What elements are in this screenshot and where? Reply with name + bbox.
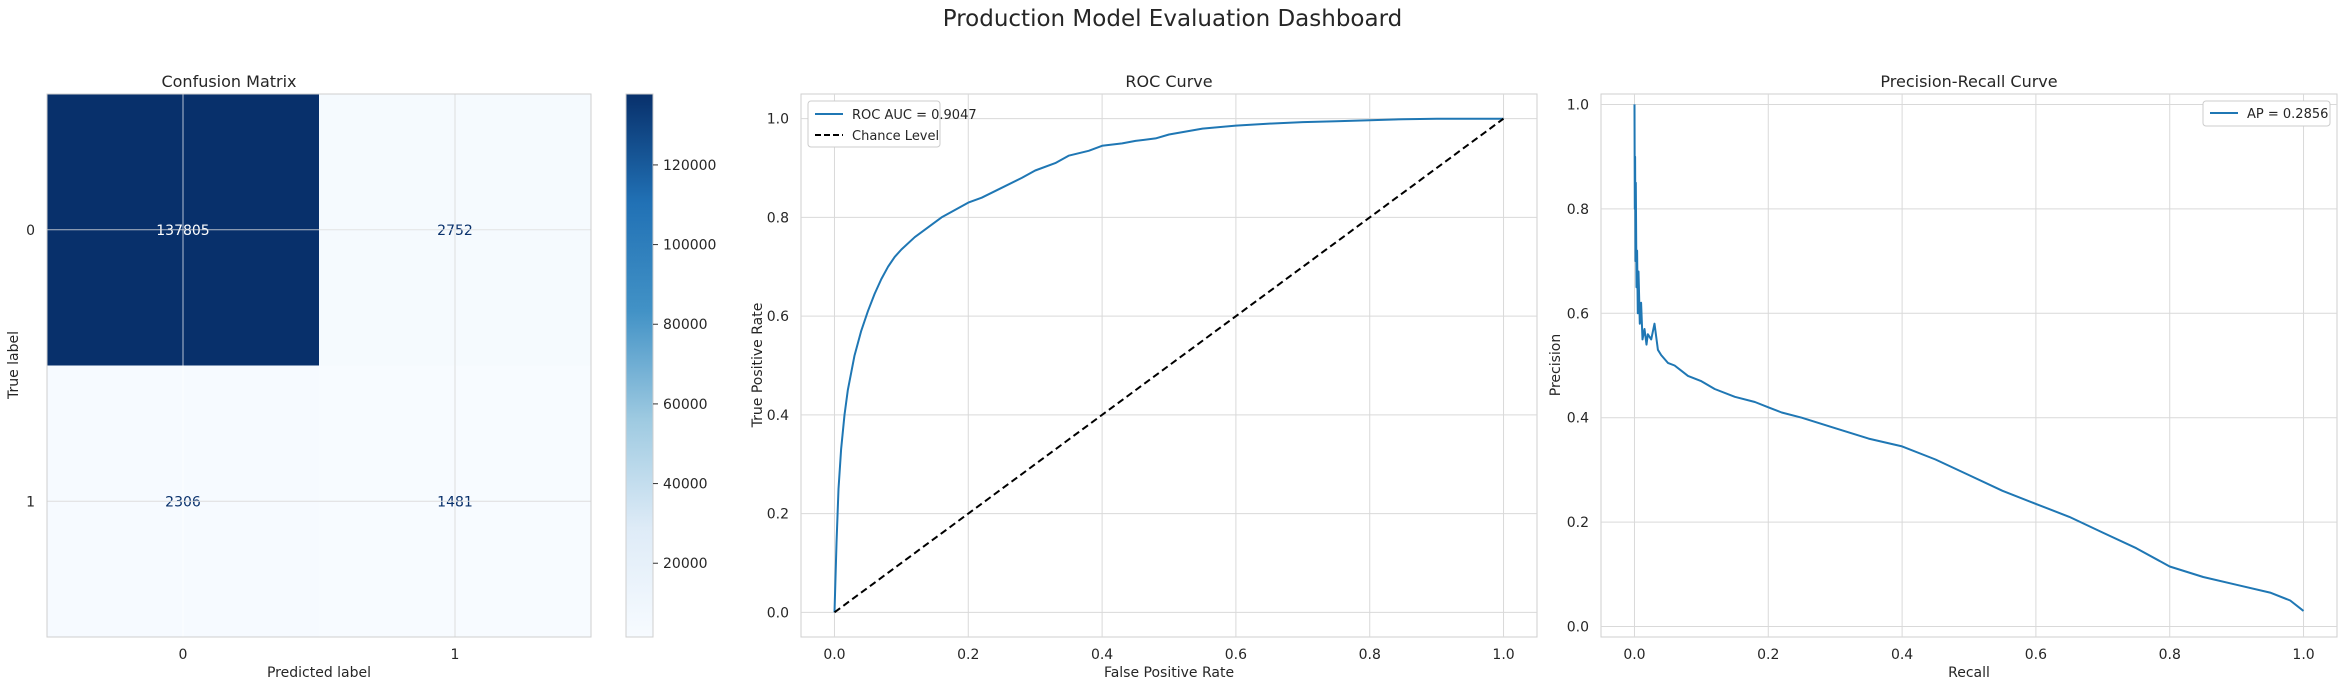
confusion-matrix-title: Confusion Matrix: [161, 72, 296, 91]
roc-xtick-3: 0.6: [1225, 647, 1247, 663]
pr-xtick-4: 0.8: [2159, 647, 2181, 663]
pr-title: Precision-Recall Curve: [1880, 72, 2057, 91]
pr-xtick-0: 0.0: [1623, 647, 1645, 663]
pr-lines: [1633, 104, 2305, 612]
roc-legend-auc: ROC AUC = 0.9047: [852, 108, 977, 123]
roc-xtick-0: 0.0: [823, 647, 845, 663]
roc-panel: ROC Curve 0.0 0.2 0.4 0.6 0.8 1.0 0.0 0.2 0.4 0.6…: [750, 72, 1538, 681]
roc-plot-area: [800, 93, 1538, 638]
colorbar-ticks: 20000 40000 60000 80000 100000 120000: [653, 158, 716, 572]
pr-grid: [1601, 94, 2337, 637]
roc-grid: [801, 94, 1537, 637]
roc-ytick-2: 0.4: [767, 408, 789, 424]
roc-ytick-0: 0.0: [767, 605, 789, 621]
colorbar-tick-label-1: 40000: [663, 477, 708, 493]
roc-ytick-3: 0.6: [767, 309, 789, 325]
pr-legend: AP = 0.2856: [2202, 100, 2331, 127]
roc-ytick-5: 1.0: [767, 112, 789, 128]
cm-ytick-0: 0: [26, 223, 35, 239]
roc-series-1: [833, 117, 1505, 614]
roc-xtick-1: 0.2: [957, 647, 979, 663]
pr-ticks: 0.0 0.2 0.4 0.6 0.8 1.0 0.0 0.2 0.4 0.6 0.8 1.0: [1567, 97, 2315, 663]
dashboard-title: Production Model Evaluation Dashboard: [942, 6, 1403, 32]
pr-xtick-1: 0.2: [1757, 647, 1779, 663]
pr-series-0: [1633, 104, 2305, 612]
cm-xtick-0: 0: [179, 647, 188, 663]
cm-ylabel: True label: [6, 331, 22, 400]
colorbar: [625, 93, 654, 638]
roc-series-0: [833, 117, 1504, 613]
roc-xtick-5: 1.0: [1492, 647, 1514, 663]
roc-ytick-4: 0.8: [767, 210, 789, 226]
colorbar-tick-label-5: 120000: [663, 158, 716, 174]
colorbar-tick-label-4: 100000: [663, 238, 716, 254]
colorbar-tick-label-2: 60000: [663, 397, 708, 413]
pr-xtick-5: 1.0: [2292, 647, 2314, 663]
roc-lines: [833, 117, 1505, 614]
roc-xtick-4: 0.8: [1359, 647, 1381, 663]
pr-xtick-2: 0.4: [1891, 647, 1913, 663]
pr-ytick-5: 1.0: [1567, 97, 1589, 113]
cm-xlabel: Predicted label: [267, 665, 371, 681]
colorbar-tick-label-0: 20000: [663, 556, 708, 572]
roc-ytick-1: 0.2: [767, 507, 789, 523]
cm-xtick-1: 1: [451, 647, 460, 663]
pr-ytick-4: 0.8: [1567, 202, 1589, 218]
confusion-matrix-frame: [46, 93, 592, 638]
pr-xtick-3: 0.6: [2025, 647, 2047, 663]
pr-ytick-0: 0.0: [1567, 620, 1589, 636]
roc-legend-chance: Chance Level: [852, 129, 939, 144]
confusion-matrix-ticks: 0 1 0 1: [26, 223, 459, 663]
pr-plot-area: [1600, 93, 2338, 638]
roc-ylabel: True Positive Rate: [750, 303, 766, 429]
roc-legend: ROC AUC = 0.9047 Chance Level: [807, 100, 977, 148]
roc-xtick-2: 0.4: [1091, 647, 1113, 663]
pr-ylabel: Precision: [1548, 334, 1564, 396]
pr-ytick-2: 0.4: [1567, 411, 1589, 427]
pr-panel: Precision-Recall Curve 0.0 0.2 0.4 0.6 0.8 1.…: [1548, 72, 2338, 681]
pr-legend-ap: AP = 0.2856: [2247, 107, 2328, 122]
roc-xlabel: False Positive Rate: [1104, 665, 1234, 681]
roc-title: ROC Curve: [1125, 72, 1212, 91]
roc-ticks: 0.0 0.2 0.4 0.6 0.8 1.0 0.0 0.2 0.4 0.6 0.8 1.0: [767, 112, 1515, 663]
cm-ytick-1: 1: [26, 494, 35, 510]
pr-ytick-1: 0.2: [1567, 515, 1589, 531]
pr-ytick-3: 0.6: [1567, 306, 1589, 322]
colorbar-tick-label-3: 80000: [663, 317, 708, 333]
pr-xlabel: Recall: [1948, 665, 1990, 681]
